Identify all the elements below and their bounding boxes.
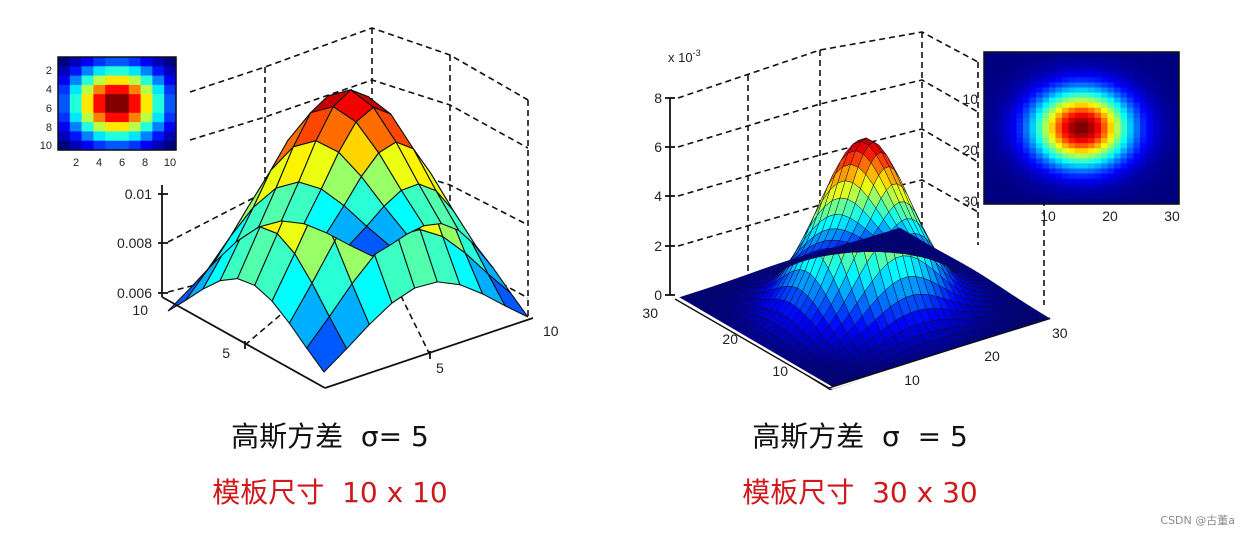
right-z-multiplier: x 10-3 [668,48,701,65]
right-gaussian-plot: x 10-3 8 6 4 2 0 30 20 10 10 20 30 10 20… [620,0,1249,400]
right-inset-y-ticks: 10 20 30 [962,91,978,209]
svg-text:30: 30 [1164,208,1180,224]
left-caption: 高斯方差 σ= 5 模板尺寸 10 x 10 [180,415,480,515]
left-axes [158,185,534,389]
right-y-tick-20: 20 [722,331,738,347]
svg-text:20: 20 [1102,208,1118,224]
svg-text:8: 8 [142,157,148,169]
left-inset-y-ticks: 2 4 6 8 10 [40,65,52,152]
left-caption-sigma: 高斯方差 σ= 5 [231,420,429,453]
svg-text:2: 2 [73,157,79,169]
svg-text:10: 10 [962,91,978,107]
left-caption-size: 模板尺寸 10 x 10 [212,476,448,509]
svg-text:2: 2 [46,65,52,77]
watermark: CSDN @古董a [1160,514,1235,527]
svg-text:30: 30 [962,193,978,209]
right-x-tick-30: 30 [1052,325,1068,341]
left-y-tick-5: 5 [222,345,230,361]
left-y-tick-10: 10 [132,302,148,318]
svg-text:20: 20 [962,142,978,158]
svg-text:6: 6 [119,157,125,169]
left-z-tick-0.008: 0.008 [117,235,152,251]
right-x-tick-10: 10 [904,372,920,388]
right-axes [665,97,675,296]
left-inset-x-ticks: 2 4 6 8 10 [73,157,176,169]
right-surface-mesh [677,137,1053,391]
svg-text:6: 6 [46,103,52,115]
left-surface-plot: 0.01 0.008 0.006 10 5 5 10 2 4 6 8 10 2 … [40,27,559,389]
svg-text:10: 10 [40,140,52,152]
svg-text:4: 4 [46,84,52,96]
right-x-tick-20: 20 [984,348,1000,364]
right-y-tick-30: 30 [642,305,658,321]
right-caption-size: 模板尺寸 30 x 30 [742,476,978,509]
right-inset-x-ticks: 10 20 30 [1040,208,1180,224]
svg-text:10: 10 [164,157,176,169]
right-y-tick-10: 10 [772,363,788,379]
right-surface-plot: x 10-3 8 6 4 2 0 30 20 10 10 20 30 10 20… [642,31,1180,391]
left-gaussian-plot: 0.01 0.008 0.006 10 5 5 10 2 4 6 8 10 2 … [0,0,600,400]
right-z-tick-0: 0 [654,287,662,303]
left-x-tick-10: 10 [543,323,559,339]
svg-text:10: 10 [1040,208,1056,224]
svg-text:8: 8 [46,122,52,134]
right-inset-heatmap [984,52,1180,205]
right-caption-sigma: 高斯方差 σ = 5 [752,420,968,453]
right-z-tick-6: 6 [654,139,662,155]
right-z-tick-4: 4 [654,188,662,204]
left-z-tick-0.006: 0.006 [117,285,152,301]
left-surface-mesh [167,88,529,373]
right-z-tick-2: 2 [654,238,662,254]
right-caption: 高斯方差 σ = 5 模板尺寸 30 x 30 [710,415,1010,515]
left-inset-heatmap [58,57,177,151]
left-x-tick-5: 5 [436,360,444,376]
right-z-tick-8: 8 [654,90,662,106]
left-z-tick-0.01: 0.01 [125,186,152,202]
svg-text:4: 4 [96,157,102,169]
